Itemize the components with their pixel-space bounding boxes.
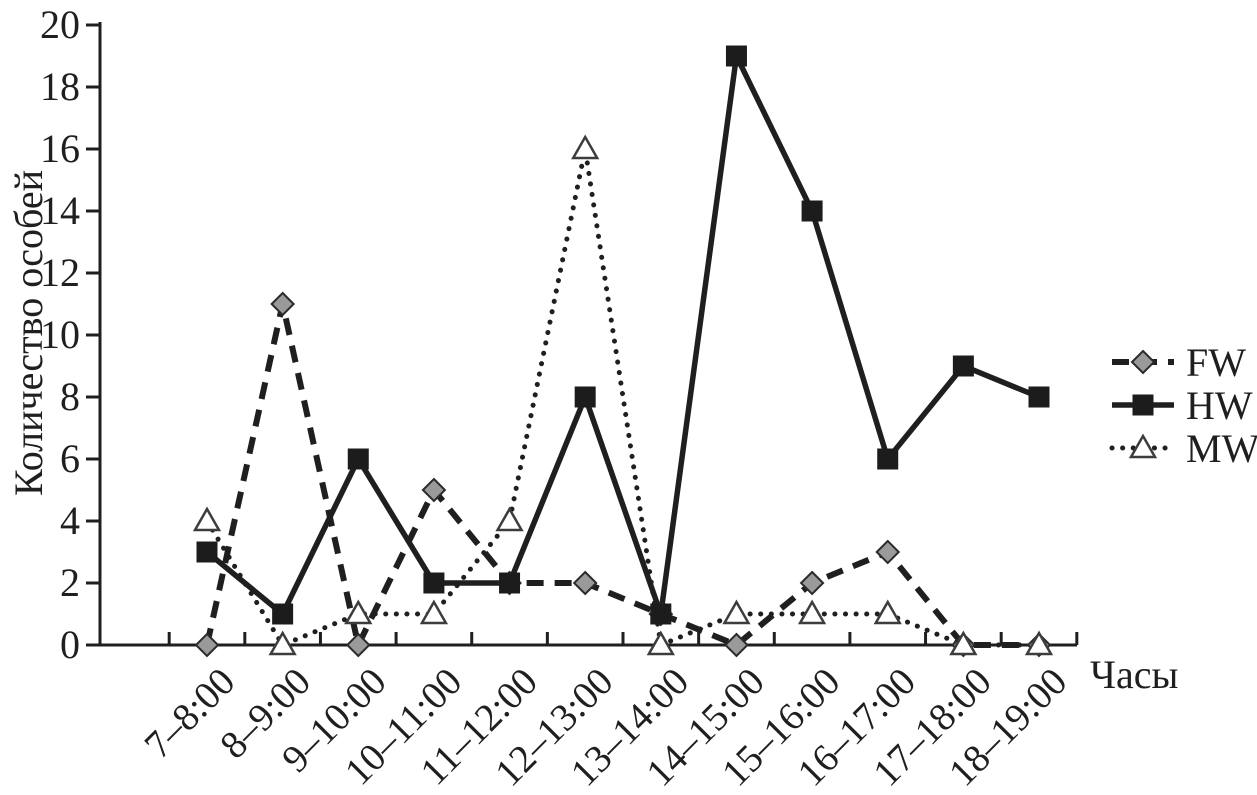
y-tick-label: 8 xyxy=(60,374,80,419)
y-tick-label: 0 xyxy=(60,622,80,667)
y-axis-title: Количество особей xyxy=(6,170,51,496)
fw-marker-8 xyxy=(799,570,825,596)
y-tick-label: 20 xyxy=(40,2,80,47)
axes-lines xyxy=(98,22,1077,647)
y-tick-label: 12 xyxy=(40,250,80,295)
mw-series-line xyxy=(204,148,1042,649)
legend-label-hw: HW xyxy=(1186,383,1253,428)
hw-marker-7 xyxy=(725,45,747,67)
fw-series-line xyxy=(204,303,1039,655)
mw-marker-5 xyxy=(571,134,600,160)
fw-marker-3 xyxy=(421,477,447,503)
legend-mw-marker xyxy=(1128,433,1158,459)
y-tick-label: 14 xyxy=(40,188,80,233)
hw-marker-10 xyxy=(952,355,974,377)
y-tick-label: 18 xyxy=(40,64,80,109)
hw-marker-2 xyxy=(347,448,369,470)
y-tick-label: 2 xyxy=(60,560,80,605)
hw-marker-4 xyxy=(499,572,521,594)
legend-label-mw: MW xyxy=(1186,426,1257,471)
y-tick-label: 16 xyxy=(40,126,80,171)
x-axis-title: Часы xyxy=(1090,652,1178,697)
mw-marker-0 xyxy=(192,506,222,532)
mw-marker-11 xyxy=(1024,630,1054,656)
mw-marker-6 xyxy=(646,630,675,656)
legend-hw-marker xyxy=(1132,394,1154,416)
fw-marker-0 xyxy=(194,632,220,658)
mw-marker-2 xyxy=(344,599,373,625)
legend-fw-marker xyxy=(1130,349,1156,375)
hw-marker-0 xyxy=(196,541,218,563)
fw-marker-2 xyxy=(345,632,371,658)
hw-marker-11 xyxy=(1028,386,1050,408)
y-tick-label: 10 xyxy=(40,312,80,357)
hw-marker-8 xyxy=(801,200,823,222)
fw-marker-7 xyxy=(724,632,749,658)
mw-marker-3 xyxy=(419,599,449,625)
legend-label-fw: FW xyxy=(1186,340,1246,385)
y-tick-label: 6 xyxy=(60,436,80,481)
mw-marker-7 xyxy=(722,599,751,625)
hw-series-line xyxy=(205,46,1041,619)
fw-marker-1 xyxy=(270,291,296,317)
hw-marker-9 xyxy=(877,448,899,470)
fw-marker-9 xyxy=(875,539,901,565)
hw-marker-1 xyxy=(272,603,294,625)
mw-marker-4 xyxy=(495,506,524,532)
mw-marker-1 xyxy=(268,630,297,656)
mw-marker-10 xyxy=(949,630,978,656)
y-tick-label: 4 xyxy=(60,498,80,543)
hw-marker-5 xyxy=(574,386,596,408)
hw-marker-6 xyxy=(650,603,672,625)
fw-marker-5 xyxy=(572,570,598,596)
mw-marker-8 xyxy=(797,599,827,625)
hw-marker-3 xyxy=(423,572,445,594)
mw-marker-9 xyxy=(873,599,902,625)
